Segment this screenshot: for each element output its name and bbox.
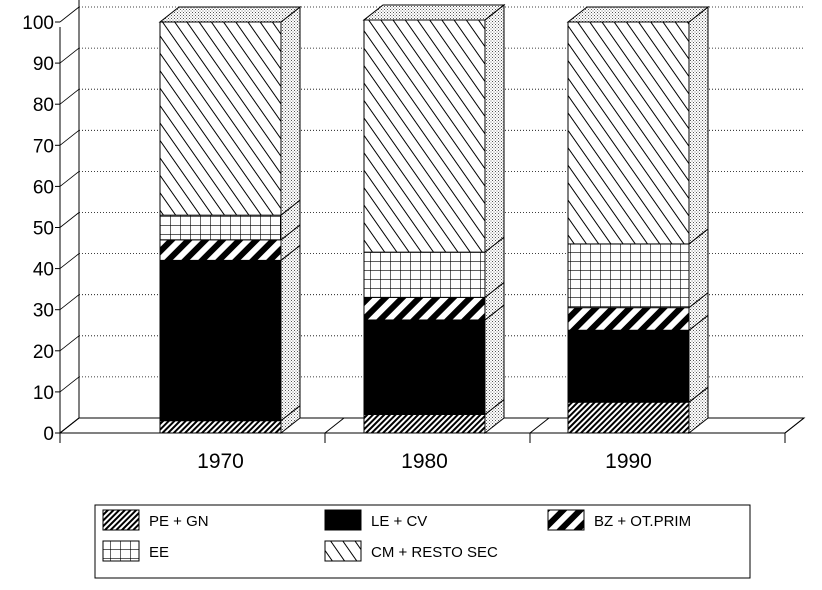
y-tick-depth [59, 376, 80, 393]
legend-label: EE [149, 544, 169, 561]
y-tick-label: 90 [33, 54, 54, 75]
bar-segment-solid-black [159, 259, 282, 422]
y-tick-depth [59, 171, 80, 187]
y-tick-label: 40 [33, 260, 54, 281]
legend-box [94, 504, 751, 579]
bar-segment-bold-stripes [567, 307, 690, 331]
bar-side [688, 5, 709, 245]
bar-segment-light-diagonal [159, 21, 282, 216]
y-tick-label: 10 [33, 383, 54, 404]
x-tick-depth [529, 417, 550, 434]
bar-segment-bold-stripes [159, 239, 282, 261]
legend-label: BZ + OT.PRIM [594, 513, 691, 530]
y-tick-depth [59, 129, 80, 146]
bar-segment-solid-black [567, 329, 690, 403]
legend-swatch-grid [102, 540, 140, 562]
y-tick-label: 100 [22, 13, 54, 34]
y-tick-label: 60 [33, 177, 54, 198]
bar-segment-dense-hatch [159, 420, 282, 434]
bar-segment-solid-black [363, 319, 486, 416]
bar-segment-light-diagonal [567, 21, 690, 245]
y-tick-label: 20 [33, 342, 54, 363]
y-tick-depth [59, 212, 80, 228]
y-tick-depth [59, 335, 80, 352]
bar-top [566, 6, 710, 23]
x-tick-depth [784, 417, 805, 434]
bar-side [280, 244, 301, 422]
bar-top [158, 6, 302, 23]
bar-segment-dense-hatch [363, 414, 486, 434]
bar-segment-bold-stripes [363, 296, 486, 321]
x-tick-depth [59, 417, 80, 434]
legend-label: LE + CV [371, 513, 427, 530]
legend-label: PE + GN [149, 513, 209, 530]
x-category-label: 1990 [605, 450, 652, 473]
x-category-label: 1980 [401, 450, 448, 473]
legend-swatch-dense-hatch [102, 509, 140, 531]
bar-side [280, 5, 301, 217]
bar-segment-grid [363, 251, 486, 298]
bar-segment-light-diagonal [363, 19, 486, 253]
y-tick-depth [59, 6, 80, 23]
back-wall [78, 0, 80, 418]
bar-side [484, 3, 505, 254]
y-tick-label: 80 [33, 95, 54, 116]
legend-label: CM + RESTO SEC [371, 544, 498, 561]
bar-side [484, 303, 505, 416]
bar-top [362, 4, 506, 21]
bar-segment-grid [567, 243, 690, 309]
legend-swatch-solid-black [324, 509, 362, 531]
legend-swatch-light-diagonal [324, 540, 362, 562]
bar-segment-grid [159, 214, 282, 241]
y-tick-depth [59, 47, 80, 64]
bar-segment-dense-hatch [567, 401, 690, 434]
y-tick-depth [59, 88, 80, 105]
y-tick-label: 50 [33, 219, 54, 240]
x-category-label: 1970 [197, 450, 244, 473]
y-tick-label: 0 [43, 424, 54, 445]
y-tick-label: 70 [33, 136, 54, 157]
y-tick-label: 30 [33, 301, 54, 322]
legend-swatch-bold-stripes [547, 509, 585, 531]
x-tick-depth [324, 417, 345, 434]
y-tick-depth [59, 253, 80, 269]
y-tick-depth [59, 294, 80, 311]
